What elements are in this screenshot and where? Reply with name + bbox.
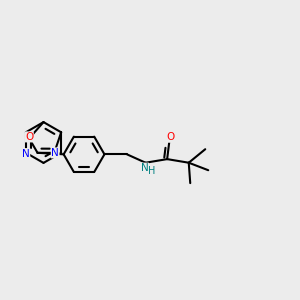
Text: N: N [22,148,30,159]
Text: O: O [25,132,33,142]
Text: N: N [141,163,148,173]
Text: O: O [166,132,175,142]
Text: N: N [51,148,59,158]
Text: H: H [148,166,155,176]
